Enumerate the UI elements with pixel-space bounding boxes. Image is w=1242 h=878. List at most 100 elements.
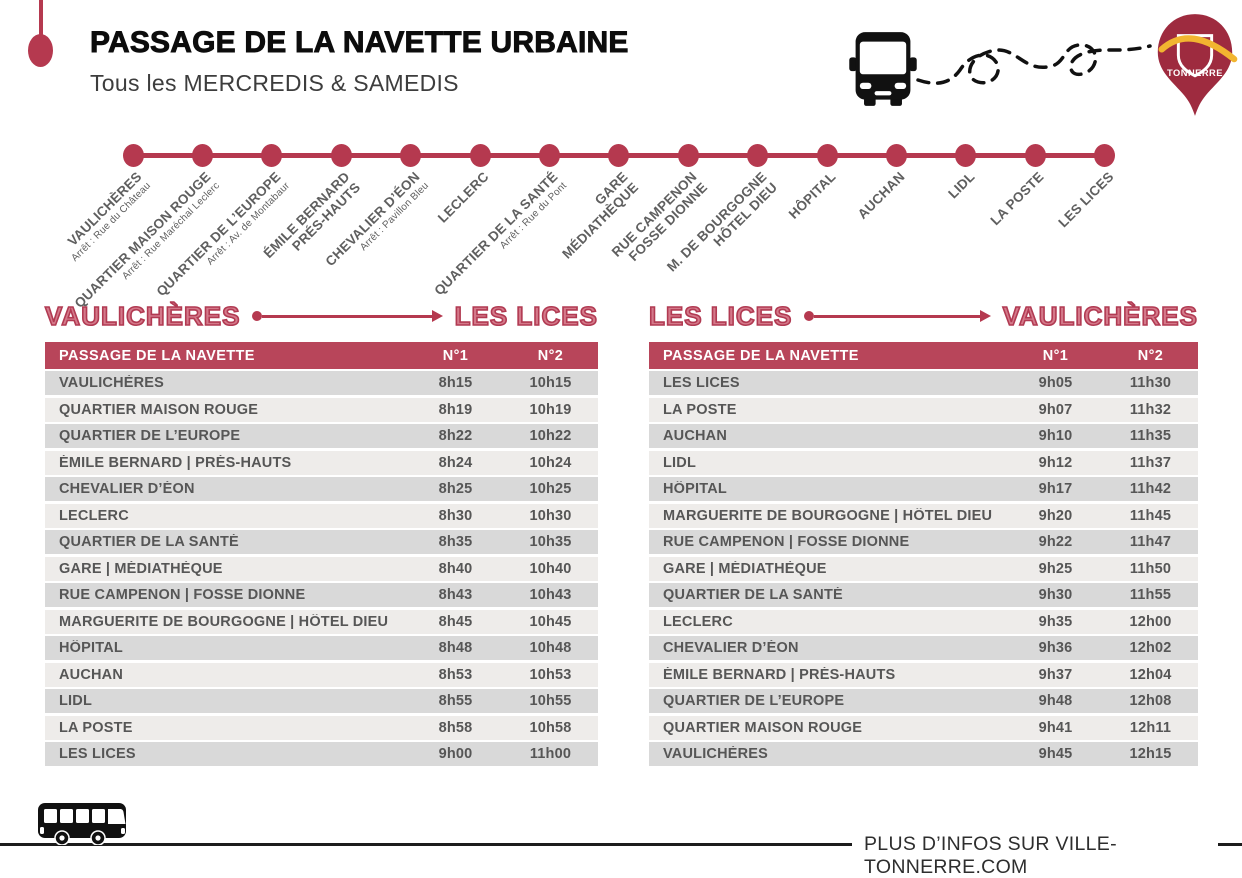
table-row: QUARTIER DE L’EUROPE 8h22 10h22: [45, 424, 598, 449]
route-stop-dot: [122, 144, 144, 167]
time-cell: 11h30: [1129, 375, 1172, 392]
time-cell: 12h15: [1129, 746, 1172, 763]
time-cell: 11h32: [1129, 401, 1172, 418]
stop-name-cell: RUE CAMPENON | FOSSE DIONNE: [663, 534, 910, 551]
tonnerre-map-pin-icon: TONNERRE: [1157, 14, 1238, 116]
time-cell: 10h45: [529, 613, 572, 630]
stop-name-cell: QUARTIER DE L’EUROPE: [59, 428, 241, 445]
stop-name-cell: RUE CAMPENON | FOSSE DIONNE: [59, 587, 306, 604]
table-row: HÔPITAL 8h48 10h48: [45, 636, 598, 661]
time-cell: 11h00: [529, 746, 572, 763]
table-row: AUCHAN 9h10 11h35: [649, 424, 1198, 449]
timetable-leslices-to-vaulicheres: LES LICES VAULICHÈRES PASSAGE DE LA NAVE…: [648, 300, 1198, 767]
table-header-row: PASSAGE DE LA NAVETTE N°1 N°2: [649, 342, 1198, 369]
stop-name-cell: VAULICHÈRES: [59, 375, 165, 392]
table-header-row: PASSAGE DE LA NAVETTE N°1 N°2: [45, 342, 598, 369]
route-stop-dot: [608, 144, 630, 167]
footer-rule-right: [1218, 843, 1242, 846]
time-cell: 11h55: [1129, 587, 1172, 604]
direction-from: VAULICHÈRES: [44, 300, 241, 332]
column-header-n1: N°1: [1042, 347, 1069, 364]
time-cell: 10h55: [529, 693, 572, 710]
time-cell: 11h45: [1129, 507, 1172, 524]
time-cell: 8h35: [438, 534, 473, 551]
column-header-n1: N°1: [442, 347, 469, 364]
bus-front-icon: [849, 32, 917, 106]
footer-info-text: PLUS D’INFOS SUR VILLE-TONNERRE.COM: [864, 833, 1117, 878]
stop-name-cell: AUCHAN: [663, 428, 728, 445]
stop-name-cell: MARGUERITE DE BOURGOGNE | HÔTEL DIEU: [663, 507, 993, 524]
direction-to: VAULICHÈRES: [1002, 300, 1198, 332]
route-stop-dot: [261, 144, 283, 167]
table-row: RUE CAMPENON | FOSSE DIONNE 8h43 10h43: [45, 583, 598, 608]
stop-name-cell: CHEVALIER D’ÉON: [663, 640, 799, 657]
table-row: LA POSTE 8h58 10h58: [45, 715, 598, 740]
route-stop-dot: [1094, 144, 1116, 167]
route-stop-dot: [1024, 144, 1046, 167]
stop-name-cell: QUARTIER DE LA SANTÉ: [663, 587, 843, 604]
page-title: PASSAGE DE LA NAVETTE URBAINE: [90, 26, 629, 60]
time-cell: 8h24: [438, 454, 473, 471]
column-header-passage: PASSAGE DE LA NAVETTE: [59, 347, 255, 364]
time-cell: 12h11: [1129, 719, 1172, 736]
time-cell: 9h05: [1038, 375, 1073, 392]
time-cell: 9h22: [1038, 534, 1073, 551]
table-row: LES LICES 9h05 11h30: [649, 371, 1198, 396]
stop-name-cell: LA POSTE: [59, 719, 133, 736]
table-row: ÉMILE BERNARD | PRÉS-HAUTS 8h24 10h24: [45, 450, 598, 475]
table-row: QUARTIER DE LA SANTÉ 8h35 10h35: [45, 530, 598, 555]
time-cell: 8h40: [438, 560, 473, 577]
time-cell: 10h53: [529, 666, 572, 683]
time-cell: 9h00: [438, 746, 473, 763]
time-cell: 9h45: [1038, 746, 1073, 763]
stop-name-cell: VAULICHÈRES: [663, 746, 769, 763]
route-stop-dot: [538, 144, 560, 167]
time-cell: 12h08: [1129, 693, 1172, 710]
time-cell: 11h37: [1129, 454, 1172, 471]
time-cell: 9h20: [1038, 507, 1073, 524]
time-cell: 11h50: [1129, 560, 1172, 577]
table-row: GARE | MÉDIATHÈQUE 8h40 10h40: [45, 556, 598, 581]
route-stop-dot: [747, 144, 769, 167]
time-cell: 9h37: [1038, 666, 1073, 683]
stop-name-cell: GARE | MÉDIATHÈQUE: [59, 560, 223, 577]
stop-name-cell: MARGUERITE DE BOURGOGNE | HÔTEL DIEU: [59, 613, 389, 630]
table-row: RUE CAMPENON | FOSSE DIONNE 9h22 11h47: [649, 530, 1198, 555]
table-row: QUARTIER DE LA SANTÉ 9h30 11h55: [649, 583, 1198, 608]
time-cell: 9h35: [1038, 613, 1073, 630]
time-cell: 8h22: [438, 428, 473, 445]
time-cell: 10h15: [529, 375, 572, 392]
time-cell: 10h19: [529, 401, 572, 418]
time-cell: 8h55: [438, 693, 473, 710]
time-cell: 8h15: [438, 375, 473, 392]
column-header-passage: PASSAGE DE LA NAVETTE: [663, 347, 859, 364]
table-row: VAULICHÈRES 9h45 12h15: [649, 742, 1198, 767]
column-header-n2: N°2: [537, 347, 564, 364]
stop-name-cell: ÉMILE BERNARD | PRÉS-HAUTS: [59, 454, 292, 471]
time-cell: 9h30: [1038, 587, 1073, 604]
time-cell: 11h35: [1129, 428, 1172, 445]
stop-name-cell: QUARTIER MAISON ROUGE: [663, 719, 863, 736]
route-stop-dot: [191, 144, 213, 167]
table-row: QUARTIER DE L’EUROPE 9h48 12h08: [649, 689, 1198, 714]
direction-arrow-icon: [804, 310, 991, 322]
time-cell: 9h41: [1038, 719, 1073, 736]
stop-name-cell: ÉMILE BERNARD | PRÉS-HAUTS: [663, 666, 896, 683]
table-row: QUARTIER MAISON ROUGE 8h19 10h19: [45, 397, 598, 422]
time-cell: 10h43: [529, 587, 572, 604]
time-cell: 9h12: [1038, 454, 1073, 471]
stop-name-cell: LIDL: [59, 693, 93, 710]
time-cell: 9h25: [1038, 560, 1073, 577]
stop-name-cell: HÔPITAL: [663, 481, 727, 498]
time-cell: 8h30: [438, 507, 473, 524]
table-row: LECLERC 9h35 12h00: [649, 609, 1198, 634]
time-cell: 11h42: [1129, 481, 1172, 498]
table-row: HÔPITAL 9h17 11h42: [649, 477, 1198, 502]
time-cell: 10h22: [529, 428, 572, 445]
stop-name-cell: LIDL: [663, 454, 697, 471]
route-stop-dot: [469, 144, 491, 167]
time-cell: 10h25: [529, 481, 572, 498]
direction-arrow-icon: [252, 310, 443, 322]
route-stop-dot: [400, 144, 422, 167]
direction-to: LES LICES: [454, 300, 598, 332]
